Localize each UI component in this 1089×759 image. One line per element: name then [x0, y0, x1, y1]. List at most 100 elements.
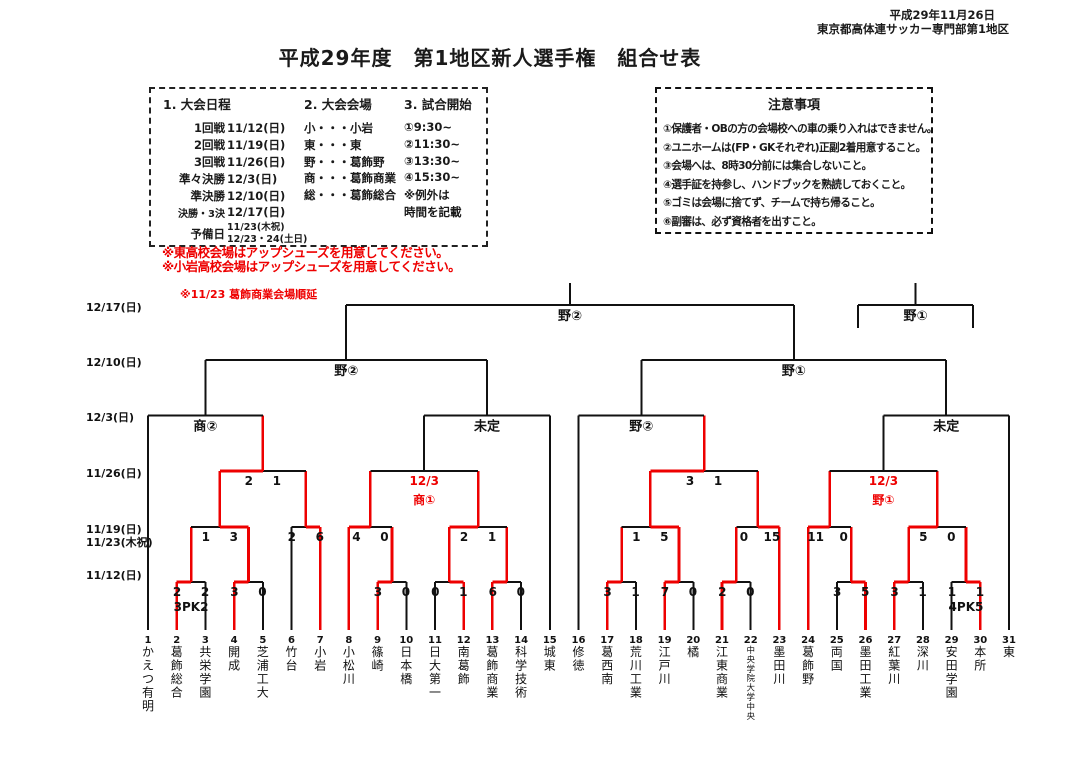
- venue-label: 野②: [334, 364, 358, 379]
- team-number: 21: [715, 635, 729, 646]
- team-name: 紅: [888, 645, 900, 659]
- score-left: 3: [230, 585, 238, 599]
- team-name: 所: [974, 659, 986, 673]
- shoes-warning-line: ※東高校会場はアップシューズを用意してください。: [162, 245, 449, 260]
- team-name: 園: [946, 686, 958, 700]
- page-title: 平成29年度 第1地区新人選手権 組合せ表: [278, 46, 702, 70]
- score-left: 1: [202, 530, 210, 544]
- team-name: 田: [946, 659, 958, 673]
- score-right: 1: [631, 585, 639, 599]
- team-name: 川: [917, 659, 929, 673]
- score-right: 3: [230, 530, 238, 544]
- team-name: 業: [716, 686, 728, 700]
- header-org: 東京都高体連サッカー専門部第1地区: [817, 22, 1009, 36]
- team-name: 東: [1003, 645, 1015, 659]
- team-name: 業: [859, 686, 871, 700]
- score-right: 1: [976, 585, 984, 599]
- venue-item: 総・・・葛飾総合: [304, 188, 396, 203]
- schedule-row: 1回戦 11/12(日): [193, 121, 286, 136]
- round-date-label: 12/3(日): [86, 411, 134, 424]
- kickoff-item: 時間を記載: [404, 204, 462, 219]
- score-left: 2: [245, 474, 253, 488]
- team-name: 学: [746, 664, 755, 675]
- team-name: 江: [716, 645, 728, 659]
- team-name: 戸: [659, 659, 671, 673]
- team-name: 松: [343, 659, 355, 673]
- team-number: 2: [173, 635, 180, 646]
- team-name: 東: [716, 659, 728, 673]
- team-name: 田: [773, 659, 785, 673]
- team-name: つ: [142, 672, 154, 686]
- score-right: 1: [714, 474, 722, 488]
- team-name: 川: [343, 672, 355, 686]
- team-name: 学: [946, 671, 958, 686]
- round-date-label: 11/12(日): [86, 569, 142, 582]
- team-number: 24: [801, 635, 815, 646]
- team-name: 園: [199, 686, 211, 700]
- kickoff-title: 3. 試合開始: [404, 97, 472, 112]
- venue-label: 野①: [782, 364, 806, 379]
- team-name: 葛: [601, 645, 613, 659]
- team-name: 葛: [802, 645, 814, 659]
- score-left: 5: [919, 530, 927, 544]
- team-name: 葛: [486, 645, 498, 659]
- venues-title: 2. 大会会場: [304, 97, 372, 112]
- round-date-label: 11/26(日): [86, 467, 142, 480]
- team-name: 南: [458, 644, 470, 659]
- team-name: 南: [601, 671, 613, 686]
- team-number: 25: [830, 635, 844, 646]
- score-right: 6: [316, 530, 324, 544]
- team-name: 本: [974, 645, 986, 659]
- team-name: 飾: [486, 659, 498, 673]
- score-left: 2: [173, 585, 181, 599]
- kickoff-item: ④15:30~: [404, 170, 460, 185]
- team-name: 商: [716, 671, 728, 686]
- team-name: 葛: [458, 659, 470, 673]
- team-number: 9: [374, 635, 381, 646]
- team-name: え: [142, 659, 154, 673]
- score-left: 11: [807, 530, 824, 544]
- venues-column: 2. 大会会場 小・・・小岩 東・・・東 野・・・葛飾野 商・・・葛飾商業 総・…: [304, 94, 396, 204]
- team-name: 中: [746, 701, 755, 712]
- team-name: 大: [429, 659, 441, 673]
- team-number: 20: [686, 635, 700, 646]
- team-number: 5: [259, 635, 266, 646]
- round-date-label: 12/10(日): [86, 356, 142, 369]
- kickoff-item: ①9:30~: [404, 120, 452, 134]
- team-number: 31: [1002, 635, 1016, 646]
- score-left: 3: [603, 585, 611, 599]
- team-name: 業: [486, 686, 498, 700]
- team-name: 深: [917, 645, 929, 659]
- venue-item: 商・・・葛飾商業: [304, 171, 396, 186]
- score-left: 0: [431, 585, 439, 599]
- team-name: 日: [429, 645, 441, 659]
- team-name: 総: [171, 672, 183, 686]
- team-name: 竹: [285, 645, 297, 659]
- venue-item: 野・・・葛飾野: [304, 154, 385, 169]
- score-left: 6: [489, 585, 497, 599]
- team-number: 16: [572, 635, 586, 646]
- team-name: 業: [630, 686, 642, 700]
- schedule-column: 1. 大会日程 1回戦 11/12(日) 2回戦 11/19(日) 3回戦 11/26…: [163, 94, 307, 247]
- team-name: 台: [285, 658, 297, 673]
- team-name: 飾: [171, 659, 183, 673]
- team-name: 術: [515, 686, 527, 700]
- team-name: 小: [343, 645, 355, 659]
- schedule-row: 準々決勝 12/3(日): [179, 171, 278, 186]
- team-number: 12: [457, 635, 471, 646]
- team-number: 27: [887, 635, 901, 646]
- team-name: 開: [228, 645, 240, 659]
- team-number: 6: [288, 635, 295, 646]
- team-name: 飾: [458, 672, 470, 686]
- team-name: 院: [746, 673, 755, 684]
- team-name: 明: [142, 699, 154, 713]
- team-number: 13: [485, 635, 499, 646]
- team-name: 本: [400, 659, 412, 673]
- score-right: 5: [861, 585, 869, 599]
- note-item: ④選手証を持参し、ハンドブックを熟読しておくこと。: [663, 178, 911, 191]
- score-left: 2: [460, 530, 468, 544]
- notes-box: 注意事項 ①保護者・OBの方の会場校への車の乗り入れはできません。 ②ユニホーム…: [655, 87, 937, 234]
- team-number: 17: [600, 635, 614, 646]
